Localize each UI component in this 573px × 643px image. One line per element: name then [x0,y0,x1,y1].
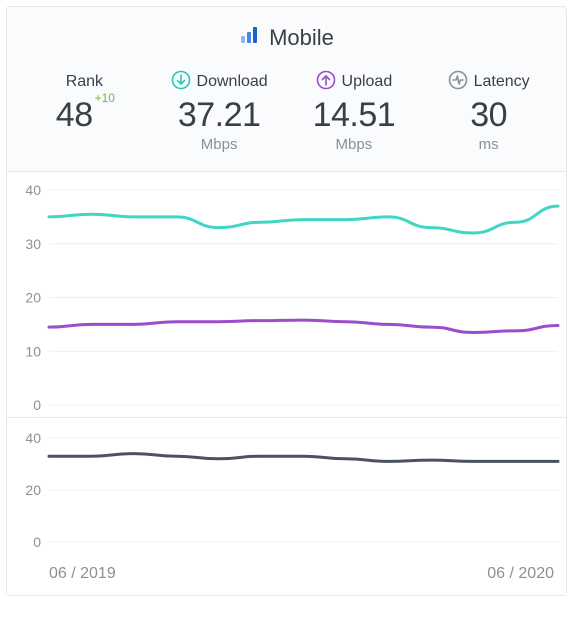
svg-text:0: 0 [33,534,41,550]
metric-value: 30 [421,97,556,134]
metric-label: Upload [342,73,393,91]
metric-unit: ms [421,136,556,153]
card-title: Mobile [269,25,334,51]
metrics-row: Rank 48 +10 Download 37.21 Mbps [7,65,566,171]
svg-text:40: 40 [25,182,41,198]
metric-unit: Mbps [287,136,422,153]
mobile-speed-card: Mobile Rank 48 +10 Download 37 [6,6,567,596]
x-axis-start: 06 / 2019 [49,565,116,583]
svg-text:40: 40 [25,430,41,446]
metric-upload: Upload 14.51 Mbps [287,71,422,153]
latency-chart: 0 20 40 [7,417,566,557]
charts-container: 0 10 20 30 40 0 20 40 06 / 2019 06 / 2020 [7,171,566,595]
svg-text:0: 0 [33,397,41,413]
metric-latency: Latency 30 ms [421,71,556,153]
metric-label: Rank [66,73,103,91]
metric-rank: Rank 48 +10 [17,71,152,153]
x-axis-labels: 06 / 2019 06 / 2020 [7,557,566,595]
metric-value: 37.21 [152,97,287,134]
card-header: Mobile [7,7,566,65]
metric-label: Download [197,73,268,91]
speed-chart: 0 10 20 30 40 [7,172,566,417]
upload-icon [316,70,336,95]
metric-download: Download 37.21 Mbps [152,71,287,153]
svg-text:30: 30 [25,236,41,252]
metric-value: 48 [56,97,93,134]
metric-unit: Mbps [152,136,287,153]
x-axis-end: 06 / 2020 [487,565,554,583]
signal-bars-icon [239,25,259,51]
download-icon [171,70,191,95]
svg-text:20: 20 [25,290,41,306]
svg-text:20: 20 [25,482,41,498]
latency-icon [448,70,468,95]
rank-delta: +10 [95,91,115,105]
metric-label: Latency [474,73,530,91]
metric-value: 14.51 [287,97,422,134]
svg-text:10: 10 [25,344,41,360]
